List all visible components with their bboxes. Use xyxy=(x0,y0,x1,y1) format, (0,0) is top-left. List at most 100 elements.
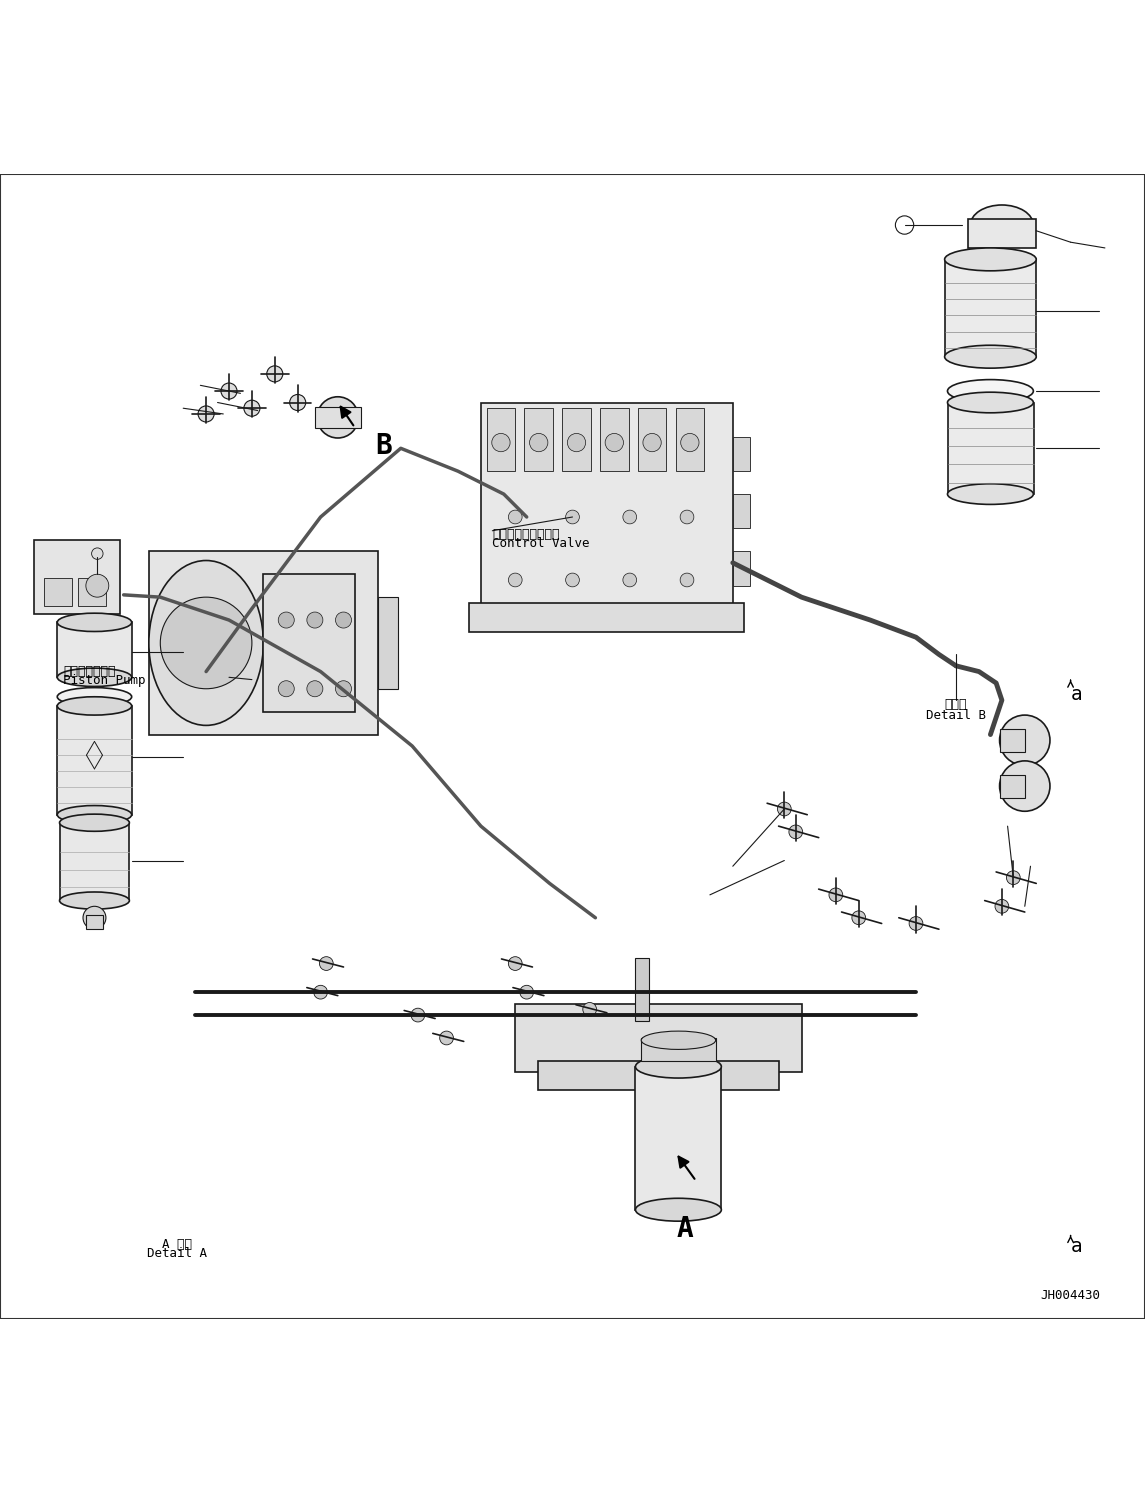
Circle shape xyxy=(335,612,352,628)
Bar xyxy=(78,577,106,606)
Circle shape xyxy=(568,433,585,452)
Circle shape xyxy=(82,906,106,930)
Circle shape xyxy=(335,680,352,697)
Text: Piston Pump: Piston Pump xyxy=(63,674,145,688)
Bar xyxy=(524,409,553,471)
Text: a: a xyxy=(1071,1237,1082,1256)
Circle shape xyxy=(411,1009,425,1022)
Bar xyxy=(733,437,750,471)
Circle shape xyxy=(160,597,252,689)
Bar xyxy=(1000,774,1025,798)
Circle shape xyxy=(86,574,109,597)
Text: Detail A: Detail A xyxy=(148,1247,207,1259)
Circle shape xyxy=(606,433,623,452)
Circle shape xyxy=(583,1003,597,1016)
Bar xyxy=(149,552,378,734)
Circle shape xyxy=(314,985,327,1000)
Circle shape xyxy=(198,406,214,422)
Circle shape xyxy=(995,900,1009,913)
Text: Detail B: Detail B xyxy=(926,709,986,722)
Bar xyxy=(641,1038,716,1061)
Bar xyxy=(562,409,591,471)
Ellipse shape xyxy=(149,561,263,725)
Bar xyxy=(57,706,132,815)
Circle shape xyxy=(566,510,579,524)
Circle shape xyxy=(1000,715,1050,765)
Text: JH004430: JH004430 xyxy=(1041,1289,1100,1303)
Bar xyxy=(945,260,1036,357)
Text: B: B xyxy=(376,433,392,460)
Ellipse shape xyxy=(948,379,1033,403)
Circle shape xyxy=(278,612,294,628)
Circle shape xyxy=(508,510,522,524)
Circle shape xyxy=(317,397,358,439)
Circle shape xyxy=(642,433,661,452)
Bar xyxy=(34,540,120,615)
Circle shape xyxy=(244,400,260,416)
Bar xyxy=(968,219,1036,248)
Ellipse shape xyxy=(970,204,1033,245)
Bar xyxy=(538,1061,779,1089)
Ellipse shape xyxy=(57,613,132,631)
Circle shape xyxy=(789,825,803,839)
Circle shape xyxy=(508,956,522,970)
Ellipse shape xyxy=(60,815,129,831)
Ellipse shape xyxy=(945,248,1036,272)
Bar xyxy=(948,403,1034,494)
Circle shape xyxy=(680,510,694,524)
Ellipse shape xyxy=(635,1198,721,1220)
Circle shape xyxy=(278,680,294,697)
Ellipse shape xyxy=(641,1031,716,1049)
Bar xyxy=(44,577,72,606)
Circle shape xyxy=(680,433,698,452)
Text: A: A xyxy=(677,1214,693,1243)
Circle shape xyxy=(1000,761,1050,812)
Circle shape xyxy=(290,394,306,410)
Circle shape xyxy=(777,803,791,816)
Ellipse shape xyxy=(635,1055,721,1079)
Text: A 詳細: A 詳細 xyxy=(163,1237,192,1250)
Circle shape xyxy=(1006,871,1020,885)
Bar xyxy=(515,1004,802,1073)
Circle shape xyxy=(909,916,923,931)
Circle shape xyxy=(319,956,333,970)
Bar xyxy=(635,1067,721,1210)
Text: Control Valve: Control Valve xyxy=(492,537,590,551)
Text: 日詳細: 日詳細 xyxy=(945,698,968,712)
Ellipse shape xyxy=(60,892,129,909)
Ellipse shape xyxy=(948,483,1033,504)
Circle shape xyxy=(829,888,843,901)
Circle shape xyxy=(566,573,579,586)
Circle shape xyxy=(680,573,694,586)
Circle shape xyxy=(508,573,522,586)
Circle shape xyxy=(895,216,914,234)
Bar xyxy=(600,409,629,471)
Bar xyxy=(469,603,744,631)
Ellipse shape xyxy=(57,697,132,715)
Text: コントロールバルブ: コントロールバルブ xyxy=(492,528,560,540)
Bar xyxy=(733,494,750,528)
Circle shape xyxy=(307,612,323,628)
Circle shape xyxy=(852,912,866,925)
Bar xyxy=(60,822,129,901)
Bar xyxy=(676,409,704,471)
Bar xyxy=(487,409,515,471)
Circle shape xyxy=(307,680,323,697)
Circle shape xyxy=(267,366,283,382)
Text: ピストンポンプ: ピストンポンプ xyxy=(63,665,116,677)
Circle shape xyxy=(529,433,547,452)
Ellipse shape xyxy=(945,345,1036,369)
Text: a: a xyxy=(1071,685,1082,704)
Circle shape xyxy=(92,548,103,560)
Ellipse shape xyxy=(57,688,132,706)
Bar xyxy=(635,958,649,1021)
Bar xyxy=(638,409,666,471)
Bar xyxy=(733,552,750,586)
Bar xyxy=(263,574,355,712)
Bar xyxy=(1000,728,1025,752)
Ellipse shape xyxy=(948,392,1033,413)
Bar xyxy=(315,407,361,428)
Ellipse shape xyxy=(57,806,132,824)
Bar xyxy=(481,403,733,609)
Circle shape xyxy=(520,985,534,1000)
